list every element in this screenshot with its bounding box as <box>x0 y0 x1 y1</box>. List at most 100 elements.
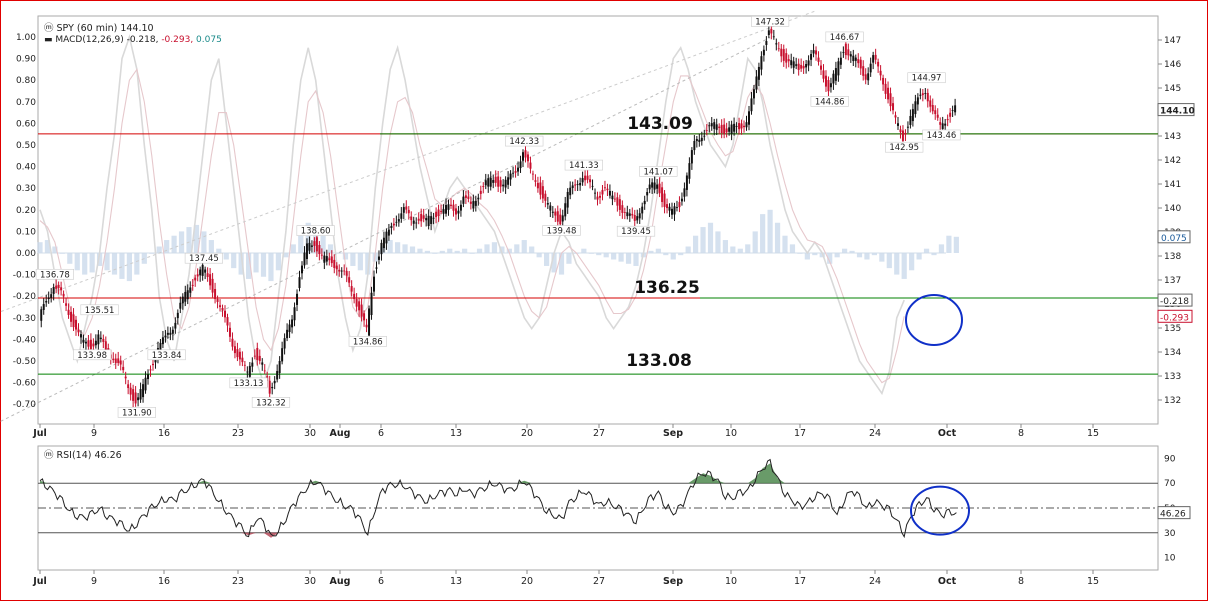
macd-histogram-bar <box>402 244 408 253</box>
price-candle-body <box>273 380 276 384</box>
macd-histogram-bar <box>327 244 334 253</box>
price-candle-body <box>256 347 259 361</box>
price-candle-body <box>459 204 462 211</box>
price-label-box <box>564 159 603 171</box>
macd-axis-label: 0.80 <box>16 76 36 86</box>
price-candle-body <box>671 208 674 215</box>
price-candle-body <box>564 203 567 217</box>
macd-histogram-bar <box>380 246 386 253</box>
price-candle-body <box>502 184 505 187</box>
macd-histogram-bar <box>707 222 714 253</box>
price-candle-body <box>906 126 909 128</box>
price-candle-body <box>333 259 336 268</box>
price-candle-body <box>368 308 371 336</box>
price-axis-label: 137 <box>1164 276 1181 286</box>
x-axis-label: Aug <box>330 428 351 439</box>
rsi-axis-label: 10 <box>1164 554 1176 564</box>
price-candle-body <box>233 346 236 354</box>
price-candle-body <box>765 41 768 45</box>
rsi-x-axis-label: 15 <box>1087 576 1099 587</box>
price-candle-body <box>901 130 904 141</box>
price-label-box <box>505 135 544 147</box>
price-candle-body <box>872 55 875 63</box>
macd-histogram-bar <box>544 253 550 266</box>
price-label: 147.32 <box>755 17 785 27</box>
price-candle-body <box>293 307 296 321</box>
macd-histogram-bar <box>134 253 140 275</box>
macd-histogram-bar <box>894 253 900 275</box>
price-candle-body <box>216 298 219 302</box>
macd-histogram-bar <box>871 253 877 256</box>
macd-histogram-bar <box>529 246 535 253</box>
price-candle-body <box>534 180 537 182</box>
price-candle-body <box>651 182 654 188</box>
price-candle-body <box>601 189 604 195</box>
macd-histogram-bar <box>37 242 43 253</box>
price-candle-body <box>303 252 306 266</box>
macd-histogram-bar <box>648 250 654 253</box>
price-candle-body <box>395 221 398 223</box>
macd-axis-label: -0.40 <box>13 335 37 345</box>
price-candle-body <box>204 269 207 273</box>
macd-histogram-bar <box>730 246 736 253</box>
x-axis-label: 10 <box>725 428 737 439</box>
x-axis-label: 13 <box>450 428 462 439</box>
macd-axis-label: 0.00 <box>16 249 36 259</box>
macd-value-box <box>1157 293 1193 307</box>
price-candle-body <box>224 310 227 318</box>
price-candle-body <box>397 219 400 222</box>
price-candle-body <box>435 211 438 218</box>
price-candle-body <box>596 196 599 200</box>
macd-histogram-bar <box>275 253 281 271</box>
price-candle-body <box>507 177 510 185</box>
rsi-x-axis-label: 24 <box>869 576 881 587</box>
price-candle-body <box>680 198 683 202</box>
price-candle-body <box>775 43 778 45</box>
macd-axis-label: -0.20 <box>13 292 37 302</box>
price-label-box <box>922 129 961 141</box>
price-candle-body <box>231 338 234 347</box>
price-candle-body <box>489 177 492 187</box>
macd-histogram-bar <box>715 231 721 253</box>
price-candle-body <box>904 132 907 135</box>
price-candle-body <box>447 204 450 210</box>
price-candle-body <box>310 245 313 247</box>
macd-axis-label: 0.30 <box>16 184 36 194</box>
macd-histogram-bar <box>439 250 445 253</box>
price-label-box <box>616 225 656 237</box>
macd-axis-label: -0.70 <box>13 400 37 410</box>
price-candle-body <box>132 389 135 401</box>
price-candle-body <box>559 214 562 225</box>
price-candle-body <box>807 60 810 66</box>
macd-histogram-bar <box>119 253 125 279</box>
macd-histogram-bar <box>104 253 110 271</box>
price-candle-body <box>931 105 934 112</box>
price-candle-body <box>616 197 619 206</box>
macd-header: ▬ MACD(12,26,9) -0.218, -0.293, 0.075 <box>44 35 222 45</box>
price-candle-body <box>561 215 564 222</box>
price-candle-body <box>517 167 520 172</box>
price-candle-body <box>941 123 944 130</box>
price-candle-body <box>412 220 415 224</box>
price-candle-body <box>554 211 557 216</box>
price-header: ⓜ SPY (60 min) 144.10 <box>44 23 154 34</box>
macd-histogram-bar <box>246 253 252 279</box>
price-candle-body <box>358 301 361 311</box>
price-candle-body <box>805 64 808 68</box>
price-candle-body <box>882 77 885 85</box>
price-candle-body <box>258 355 261 361</box>
x-axis-label: 23 <box>232 428 244 439</box>
price-candle-body <box>499 180 502 187</box>
price-axis-label: 147 <box>1164 36 1181 46</box>
price-label-box <box>907 72 946 84</box>
price-candle-body <box>894 115 897 118</box>
price-candle-body <box>512 172 515 174</box>
price-candle-body <box>762 49 765 56</box>
price-candle-body <box>782 49 785 61</box>
price-candle-body <box>70 311 73 322</box>
macd-hist-value-box <box>1157 230 1191 244</box>
price-candle-body <box>678 202 681 208</box>
price-candle-body <box>119 360 122 365</box>
price-label-box <box>296 225 335 236</box>
